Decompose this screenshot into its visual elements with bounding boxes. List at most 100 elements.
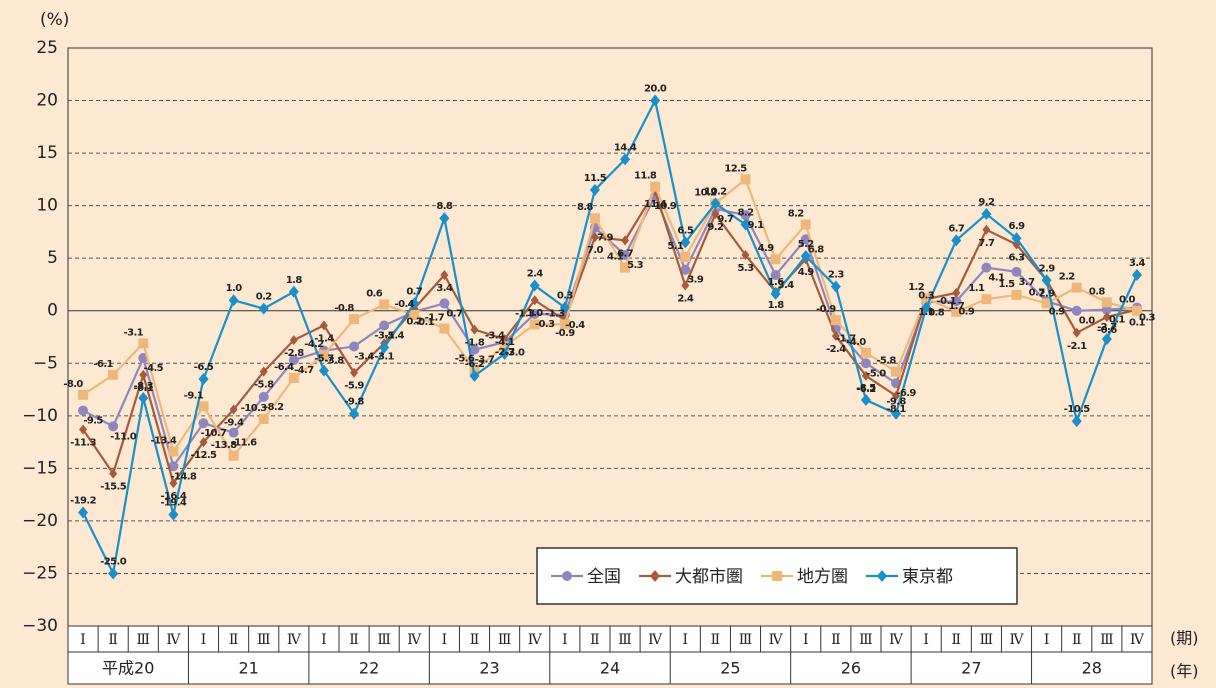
data-label: -9.4 (224, 418, 244, 429)
point (229, 404, 238, 415)
data-label: 0.0 (1079, 316, 1096, 327)
data-label: 6.9 (1009, 221, 1026, 232)
data-label: 3.7 (1019, 277, 1036, 288)
data-label: -0.1 (415, 317, 435, 328)
point (349, 314, 360, 325)
data-label: -5.8 (876, 356, 896, 367)
data-label: -13.4 (150, 436, 176, 447)
data-label: -0.9 (816, 304, 836, 315)
data-label: -8.5 (856, 383, 876, 394)
point (470, 324, 479, 335)
data-label: 4.9 (798, 267, 815, 278)
point (621, 235, 630, 246)
point (891, 366, 902, 377)
data-label: -6.2 (465, 359, 485, 370)
legend-label: 東京都 (902, 567, 953, 587)
point (1071, 415, 1082, 428)
point (800, 219, 811, 230)
x-tick-label: Ⅱ (952, 632, 962, 648)
x-tick-label: Ⅰ (1044, 632, 1050, 648)
data-label: -1.3 (515, 308, 535, 319)
x-tick-label: Ⅳ (769, 632, 784, 648)
point (1071, 305, 1082, 316)
point (469, 364, 480, 375)
data-label: 8.8 (577, 202, 594, 213)
point (138, 391, 149, 404)
data-label: 1.0 (527, 308, 544, 319)
point (1131, 305, 1142, 316)
quarter-unit: (期) (1170, 629, 1199, 648)
x-tick-label: Ⅰ (321, 632, 327, 648)
point (680, 236, 691, 249)
point (1011, 232, 1022, 245)
x-tick-label: Ⅲ (377, 632, 391, 648)
point (109, 468, 118, 479)
data-label: -1.7 (425, 313, 445, 324)
point (891, 407, 902, 420)
point (951, 234, 962, 247)
point (440, 269, 449, 280)
data-label: -8.2 (264, 402, 284, 413)
point (288, 355, 299, 366)
year-unit: (年) (1170, 662, 1199, 681)
point (770, 287, 781, 300)
data-label: -13.8 (211, 440, 237, 451)
x-tick-label: Ⅳ (889, 632, 904, 648)
data-label: -0.6 (1097, 325, 1117, 336)
point (198, 418, 209, 429)
point (108, 369, 119, 380)
point (770, 269, 781, 280)
data-label: 4.1 (988, 273, 1005, 284)
x-tick-label: Ⅰ (80, 632, 86, 648)
point (439, 323, 450, 334)
legend-marker (772, 571, 782, 581)
data-label: -9.8 (344, 397, 364, 408)
data-label: -0.3 (535, 319, 555, 330)
data-label: -6.1 (93, 359, 113, 370)
data-label: -15.5 (100, 482, 126, 493)
point (952, 287, 961, 298)
point (379, 320, 390, 331)
point (740, 174, 751, 185)
point (589, 183, 600, 196)
data-label: -2.8 (284, 348, 304, 359)
point (1011, 289, 1022, 300)
data-label: 5.3 (738, 263, 755, 274)
point (650, 94, 661, 107)
point (740, 210, 751, 221)
data-label: -25.0 (100, 556, 126, 567)
point (228, 450, 239, 461)
x-tick-label: Ⅱ (831, 632, 841, 648)
x-tick-label: Ⅲ (980, 632, 994, 648)
data-label: -8.3 (134, 381, 154, 392)
data-label: 2.4 (677, 294, 694, 305)
data-label: -1.4 (384, 330, 404, 341)
data-label: 3.4 (436, 283, 453, 294)
data-label: -0.4 (565, 320, 585, 331)
y-tick-label: 20 (36, 91, 58, 111)
point (318, 364, 329, 377)
data-label: 3.4 (778, 280, 795, 291)
data-label: -0.9 (555, 328, 575, 339)
data-label: -8.1 (886, 404, 906, 415)
data-label: -6.9 (896, 388, 916, 399)
data-label: 2.9 (1039, 263, 1056, 274)
point (590, 232, 599, 243)
point (469, 369, 480, 382)
data-label: 7.0 (587, 245, 604, 256)
point (258, 302, 269, 315)
data-label: -9.1 (184, 390, 204, 401)
data-label: -1.3 (545, 308, 565, 319)
point (1071, 282, 1082, 293)
data-label: -1.7 (836, 334, 856, 345)
year-label: 25 (720, 659, 740, 678)
data-label: -3.1 (374, 351, 394, 362)
point (620, 153, 631, 166)
data-label: 4.9 (758, 243, 775, 254)
data-label: 9.7 (717, 214, 734, 225)
data-label: 1.2 (908, 282, 925, 293)
data-label: 2.2 (1059, 272, 1076, 283)
point (860, 394, 871, 407)
point (680, 252, 691, 263)
data-label: -11.0 (110, 431, 136, 442)
